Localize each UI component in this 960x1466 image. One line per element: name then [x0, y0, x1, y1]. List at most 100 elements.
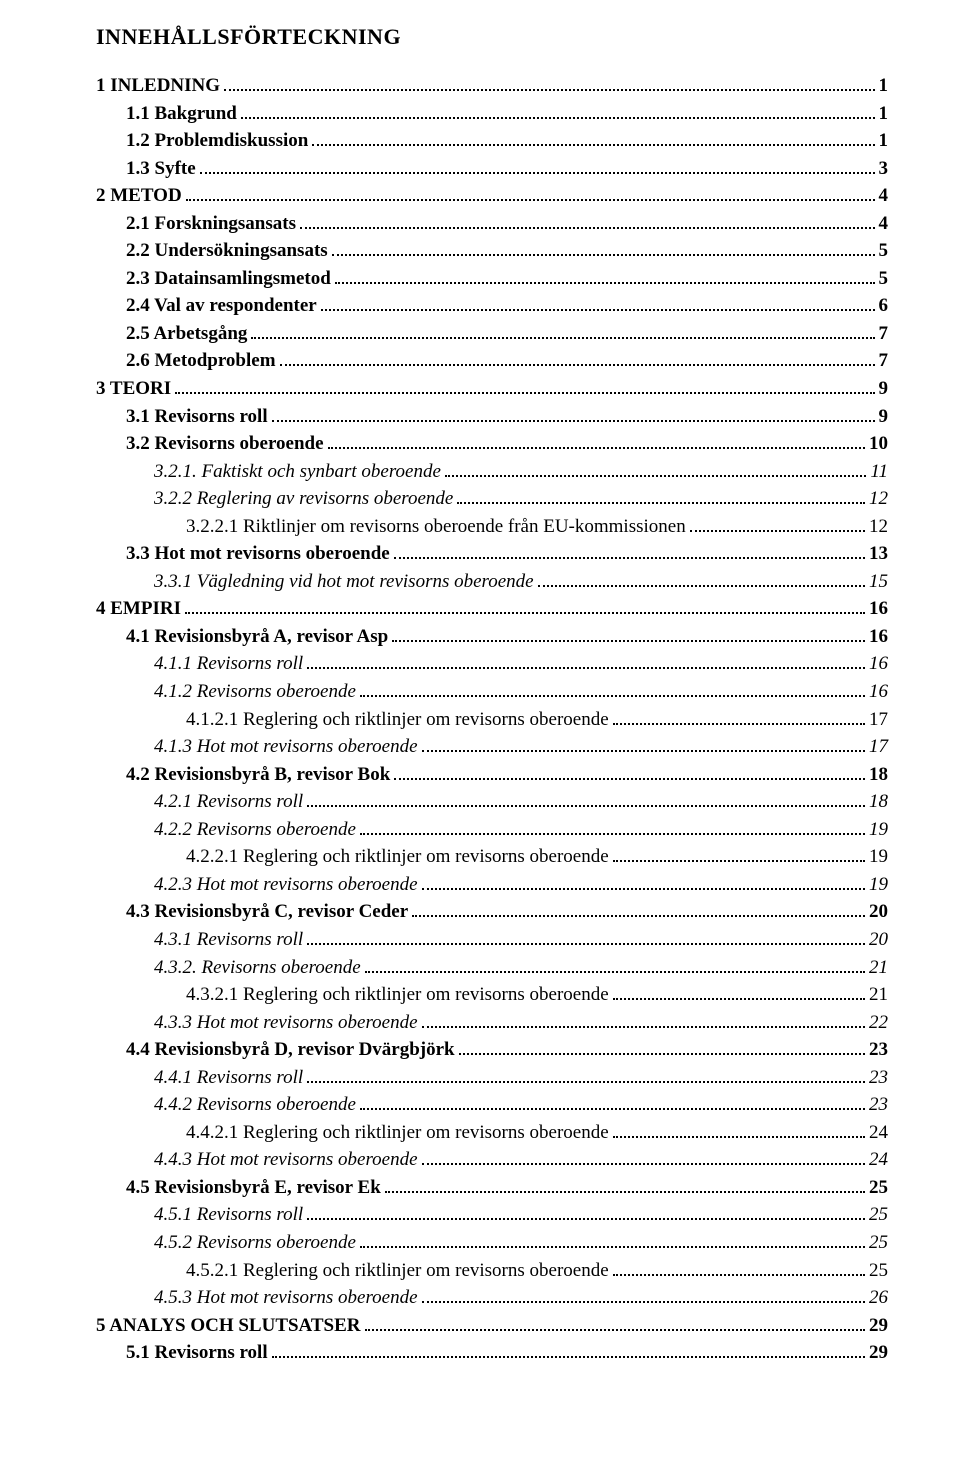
toc-entry-label: 4.1.1 Revisorns roll	[154, 650, 303, 678]
toc-leader-dots	[321, 299, 875, 311]
toc-entry: 4.4 Revisionsbyrå D, revisor Dvärgbjörk 2…	[96, 1036, 888, 1064]
toc-entry-label: 4.4 Revisionsbyrå D, revisor Dvärgbjörk	[126, 1036, 455, 1064]
toc-entry-page: 20	[869, 898, 888, 926]
toc-entry-page: 5	[879, 265, 889, 293]
toc-entry-page: 18	[869, 761, 888, 789]
toc-entry: 4.1.2 Revisorns oberoende16	[96, 678, 888, 706]
toc-entry: 4.3.2.1 Reglering och riktlinjer om revi…	[96, 981, 888, 1009]
toc-leader-dots	[328, 437, 865, 449]
toc-entry-label: 1.2 Problemdiskussion	[126, 127, 308, 155]
toc-leader-dots	[307, 1070, 865, 1082]
toc-entry-label: 4.1.2.1 Reglering och riktlinjer om revi…	[186, 706, 609, 734]
toc-entry-label: 4.5.1 Revisorns roll	[154, 1201, 303, 1229]
toc-entry: 2.4 Val av respondenter6	[96, 292, 888, 320]
toc-entry-page: 22	[869, 1009, 888, 1037]
toc-entry-label: 2.6 Metodproblem	[126, 347, 276, 375]
toc-entry: 3 TEORI 9	[96, 375, 888, 403]
toc-entry-page: 17	[869, 706, 888, 734]
toc-entry-page: 25	[869, 1257, 888, 1285]
toc-leader-dots	[307, 1208, 865, 1220]
toc-entry-label: 4.2.2 Revisorns oberoende	[154, 816, 356, 844]
toc-leader-dots	[224, 79, 874, 91]
toc-entry-page: 19	[869, 871, 888, 899]
toc-leader-dots	[613, 850, 865, 862]
toc-entry: 4.3.1 Revisorns roll20	[96, 926, 888, 954]
toc-entry-page: 12	[869, 513, 888, 541]
toc-entry: 3.1 Revisorns roll9	[96, 403, 888, 431]
toc-entry: 4.2.2 Revisorns oberoende19	[96, 816, 888, 844]
toc-entry-page: 23	[869, 1036, 888, 1064]
toc-entry: 4.5.2 Revisorns oberoende25	[96, 1229, 888, 1257]
toc-entry-page: 25	[869, 1174, 888, 1202]
toc-entry-page: 26	[869, 1284, 888, 1312]
toc-leader-dots	[392, 630, 865, 642]
toc-leader-dots	[312, 134, 874, 146]
toc-leader-dots	[241, 106, 875, 118]
toc-entry-label: 3.2.2.1 Riktlinjer om revisorns oberoend…	[186, 513, 686, 541]
toc-entry: 1.1 Bakgrund1	[96, 100, 888, 128]
toc-entry-label: 4.3 Revisionsbyrå C, revisor Ceder	[126, 898, 408, 926]
toc-entry: 4.2.1 Revisorns roll18	[96, 788, 888, 816]
toc-entry-page: 16	[869, 650, 888, 678]
toc-entry-page: 5	[879, 237, 889, 265]
toc-leader-dots	[307, 795, 865, 807]
toc-entry: 1.2 Problemdiskussion1	[96, 127, 888, 155]
toc-entry-label: 1.3 Syfte	[126, 155, 196, 183]
toc-entry: 4.3 Revisionsbyrå C, revisor Ceder 20	[96, 898, 888, 926]
toc-entry-label: 3.1 Revisorns roll	[126, 403, 268, 431]
toc-entry-page: 9	[879, 375, 889, 403]
toc-leader-dots	[459, 1043, 865, 1055]
toc-entry-label: 4.3.2. Revisorns oberoende	[154, 954, 361, 982]
toc-entry: 4.2 Revisionsbyrå B, revisor Bok18	[96, 761, 888, 789]
toc-entry-page: 25	[869, 1201, 888, 1229]
toc-leader-dots	[307, 657, 865, 669]
toc-title: INNEHÅLLSFÖRTECKNING	[96, 24, 888, 50]
toc-leader-dots	[613, 1125, 865, 1137]
toc-entry-label: 4.4.3 Hot mot revisorns oberoende	[154, 1146, 418, 1174]
toc-leader-dots	[422, 1015, 865, 1027]
toc-entry-label: 4.2.3 Hot mot revisorns oberoende	[154, 871, 418, 899]
toc-entry: 5.1 Revisorns roll29	[96, 1339, 888, 1367]
toc-entry-page: 6	[879, 292, 889, 320]
toc-entry-label: 2.5 Arbetsgång	[126, 320, 247, 348]
toc-leader-dots	[394, 767, 865, 779]
toc-entry: 4.5 Revisionsbyrå E, revisor Ek25	[96, 1174, 888, 1202]
toc-leader-dots	[175, 382, 874, 394]
toc-leader-dots	[360, 685, 865, 697]
toc-entry-page: 16	[869, 595, 888, 623]
toc-entry: 2 METOD4	[96, 182, 888, 210]
toc-entry-label: 4.3.2.1 Reglering och riktlinjer om revi…	[186, 981, 609, 1009]
toc-leader-dots	[457, 492, 865, 504]
toc-entry-page: 24	[869, 1119, 888, 1147]
toc-entry-page: 3	[879, 155, 889, 183]
toc-leader-dots	[186, 189, 875, 201]
toc-entry: 4.5.1 Revisorns roll 25	[96, 1201, 888, 1229]
toc-entry-page: 13	[869, 540, 888, 568]
toc-entry-label: 4.5.2 Revisorns oberoende	[154, 1229, 356, 1257]
toc-entry-page: 21	[869, 954, 888, 982]
toc-entry: 3.2 Revisorns oberoende10	[96, 430, 888, 458]
toc-entry: 2.1 Forskningsansats4	[96, 210, 888, 238]
toc-entry-page: 21	[869, 981, 888, 1009]
toc-leader-dots	[422, 877, 865, 889]
toc-entry-label: 3.3 Hot mot revisorns oberoende	[126, 540, 390, 568]
toc-entry: 4 EMPIRI 16	[96, 595, 888, 623]
toc-entry-page: 19	[869, 843, 888, 871]
toc-entry-page: 29	[869, 1339, 888, 1367]
toc-entry-label: 3 TEORI	[96, 375, 171, 403]
toc-entry-label: 3.2.1. Faktiskt och synbart oberoende	[154, 458, 441, 486]
toc-entry-page: 15	[869, 568, 888, 596]
toc-entry: 2.6 Metodproblem7	[96, 347, 888, 375]
toc-entry: 3.3 Hot mot revisorns oberoende 13	[96, 540, 888, 568]
toc-entry: 3.2.1. Faktiskt och synbart oberoende11	[96, 458, 888, 486]
toc-entry-page: 12	[869, 485, 888, 513]
toc-entry: 4.1 Revisionsbyrå A, revisor Asp16	[96, 623, 888, 651]
toc-leader-dots	[272, 1346, 865, 1358]
toc-entry: 2.2 Undersökningsansats5	[96, 237, 888, 265]
toc-entry: 4.3.3 Hot mot revisorns oberoende22	[96, 1009, 888, 1037]
toc-entry-label: 1 INLEDNING	[96, 72, 220, 100]
toc-entry-page: 23	[869, 1091, 888, 1119]
toc-entry-label: 4.1 Revisionsbyrå A, revisor Asp	[126, 623, 388, 651]
toc-entry-label: 4 EMPIRI	[96, 595, 181, 623]
toc-entry-label: 4.4.1 Revisorns roll	[154, 1064, 303, 1092]
